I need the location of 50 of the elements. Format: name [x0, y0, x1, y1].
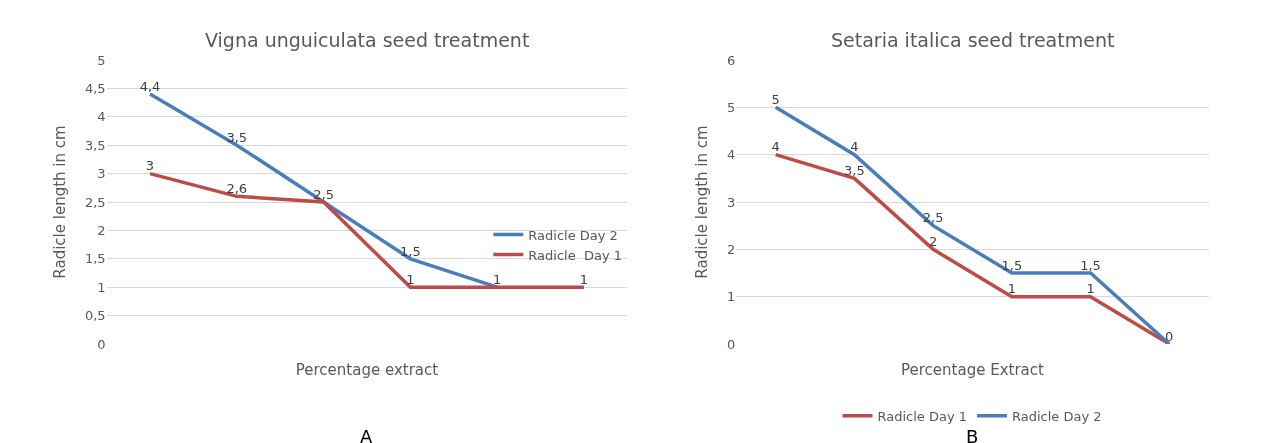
- data-label: 1: [579, 271, 589, 287]
- y-tick-label: 0,5: [84, 308, 106, 324]
- y-tick-label: 2,5: [84, 194, 106, 210]
- y-tick-label: 6: [727, 52, 736, 68]
- y-tick-label: 0: [727, 336, 736, 352]
- data-label: 3: [145, 158, 155, 174]
- y-tick-label: 2: [97, 222, 106, 238]
- y-axis-title: Radicle length in cm: [51, 125, 70, 279]
- y-tick-label: 2: [727, 241, 736, 257]
- y-tick-label: 3: [727, 194, 736, 210]
- chart-title: Setaria italica seed treatment: [831, 29, 1115, 51]
- legend-label: Radicle Day 1: [528, 247, 623, 263]
- data-label: 1,5: [1080, 257, 1101, 273]
- legend-label: Radicle Day 1: [877, 408, 968, 424]
- y-tick-label: 5: [727, 99, 736, 115]
- data-label: 1: [493, 271, 502, 287]
- line-series: [773, 105, 1172, 344]
- legend-label: Radicle Day 2: [528, 227, 618, 243]
- y-tick-label: 1: [727, 289, 736, 305]
- data-label: 3,5: [226, 129, 248, 145]
- data-label: 2,6: [226, 181, 248, 197]
- data-label: 0: [1165, 328, 1174, 344]
- y-tick-label: 3,5: [84, 137, 106, 153]
- y-tick-label: 4: [727, 147, 736, 163]
- y-tick-label: 1: [97, 279, 106, 295]
- y-tick-label: 5: [97, 52, 106, 68]
- data-label: 1: [406, 271, 415, 287]
- y-axis-title: Radicle length in cm: [693, 125, 712, 279]
- legend-label: Radicle Day 2: [1012, 408, 1102, 424]
- data-label: 1,5: [1001, 257, 1023, 273]
- data-label: 4: [771, 139, 780, 155]
- data-label: 4: [850, 139, 859, 155]
- y-tick-label: 0: [97, 336, 106, 352]
- data-label: 1: [1086, 281, 1095, 297]
- y-tick-label: 3: [97, 166, 106, 182]
- data-label: 4,4: [139, 78, 161, 94]
- x-axis-title: Percentage extract: [295, 361, 439, 379]
- data-label: 1,5: [400, 243, 421, 259]
- y-tick-label: 1,5: [84, 251, 106, 267]
- y-tick-label: 4,5: [84, 80, 106, 96]
- text: B: [966, 426, 979, 443]
- data-label: 2: [928, 234, 938, 250]
- y-tick-label: 4: [97, 109, 106, 125]
- data-label: 1: [1007, 281, 1016, 297]
- text: A: [360, 426, 373, 443]
- data-label: 3,5: [844, 163, 865, 179]
- data-label: 2,5: [313, 186, 334, 202]
- x-axis-title: Percentage Extract: [901, 361, 1045, 379]
- data-label: 5: [771, 92, 780, 108]
- chart-title: Vigna unguiculata seed treatment: [205, 29, 530, 51]
